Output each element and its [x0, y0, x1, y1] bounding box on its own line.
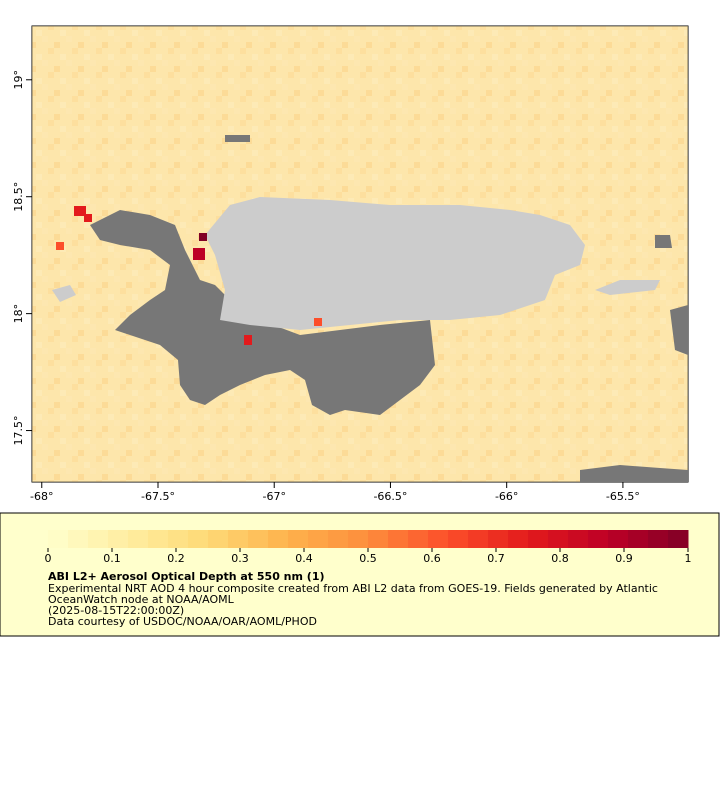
colorbar-cell [208, 530, 229, 548]
colorbar-cell [128, 530, 149, 548]
no-data-regions [90, 135, 688, 482]
colorbar-cell [648, 530, 669, 548]
colorbar-tick-label: 1 [685, 552, 692, 565]
colorbar-cell [528, 530, 549, 548]
colorbar-cell [108, 530, 129, 548]
x-tick-label: -65.5° [606, 490, 640, 503]
colorbar-tick-label: 0.4 [295, 552, 313, 565]
colorbar-cell [568, 530, 589, 548]
colorbar-cell [448, 530, 469, 548]
x-tick-label: -67.5° [141, 490, 175, 503]
colorbar-tick-label: 0.3 [231, 552, 249, 565]
y-tick-label: 19° [12, 70, 25, 90]
colorbar-cell [468, 530, 489, 548]
colorbar-tick-label: 0.2 [167, 552, 185, 565]
colorbar: 0 0.1 0.2 0.3 0.4 0.5 0.6 0.7 0.8 0.9 1 [45, 530, 692, 565]
colorbar-cell [68, 530, 89, 548]
caption-line: Data courtesy of USDOC/NOAA/OAR/AOML/PHO… [48, 615, 317, 628]
colorbar-cell [548, 530, 569, 548]
x-tick-label: -67° [262, 490, 285, 503]
x-tick-label: -66.5° [373, 490, 407, 503]
colorbar-cell [368, 530, 389, 548]
colorbar-tick-label: 0.1 [103, 552, 121, 565]
colorbar-cell [268, 530, 289, 548]
caption-line: Experimental NRT AOD 4 hour composite cr… [48, 582, 658, 595]
colorbar-cell [48, 530, 69, 548]
colorbar-cell [248, 530, 269, 548]
colorbar-cell [348, 530, 369, 548]
axes: -68° -67.5° -67° -66.5° -66° -65.5° 17.5° 18° 18… [12, 70, 640, 503]
colorbar-cell [428, 530, 449, 548]
colorbar-tick-label: 0.5 [359, 552, 377, 565]
colorbar-cell [288, 530, 309, 548]
colorbar-cell [508, 530, 529, 548]
map-area [31, 25, 689, 483]
colorbar-cell [168, 530, 189, 548]
colorbar-cell [308, 530, 329, 548]
x-tick-label: -68° [30, 490, 53, 503]
high-aod-pixels [56, 206, 322, 345]
land [52, 197, 660, 330]
colorbar-tick-label: 0.7 [487, 552, 505, 565]
caption-title: ABI L2+ Aerosol Optical Depth at 550 nm … [48, 570, 325, 583]
y-tick-label: 18° [12, 304, 25, 324]
colorbar-tick-label: 0 [45, 552, 52, 565]
colorbar-cell [408, 530, 429, 548]
colorbar-cell [668, 530, 689, 548]
colorbar-cell [388, 530, 409, 548]
colorbar-cell [588, 530, 609, 548]
colorbar-cell [188, 530, 209, 548]
y-tick-label: 17.5° [12, 416, 25, 446]
colorbar-cell [328, 530, 349, 548]
colorbar-cell [488, 530, 509, 548]
colorbar-cell [608, 530, 629, 548]
x-tick-label: -66° [495, 490, 518, 503]
caption-line: (2025-08-15T22:00:00Z) [48, 604, 184, 617]
y-tick-label: 18.5° [12, 182, 25, 212]
caption-line: OceanWatch node at NOAA/AOML [48, 593, 235, 606]
colorbar-cell [628, 530, 649, 548]
colorbar-cell [148, 530, 169, 548]
colorbar-cell [88, 530, 109, 548]
colorbar-tick-label: 0.9 [615, 552, 633, 565]
colorbar-tick-label: 0.8 [551, 552, 569, 565]
colorbar-tick-label: 0.6 [423, 552, 441, 565]
colorbar-cell [228, 530, 249, 548]
